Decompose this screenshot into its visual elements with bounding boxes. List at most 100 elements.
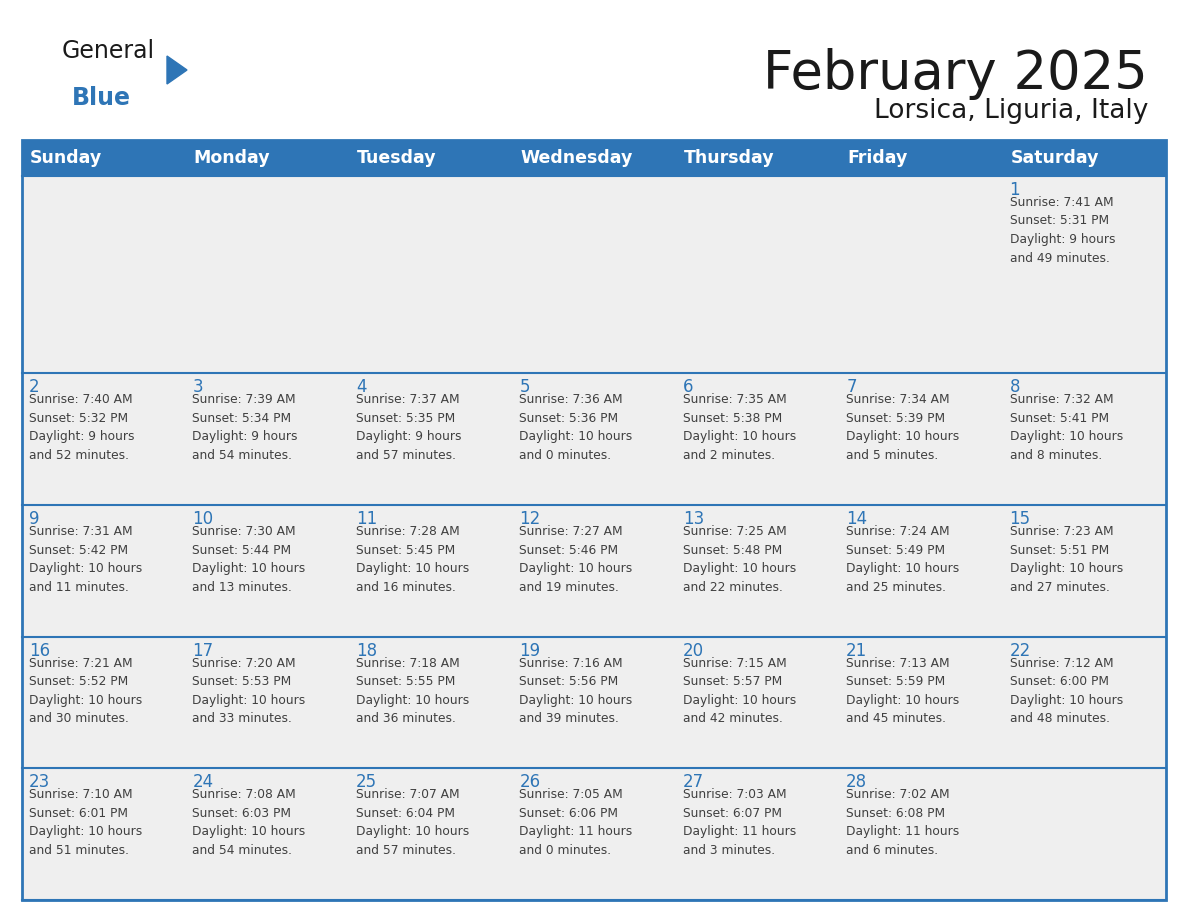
- Text: Monday: Monday: [194, 149, 270, 167]
- Bar: [512, 768, 676, 900]
- Text: Sunrise: 7:39 AM
Sunset: 5:34 PM
Daylight: 9 hours
and 54 minutes.: Sunrise: 7:39 AM Sunset: 5:34 PM Dayligh…: [192, 394, 298, 462]
- Text: Sunrise: 7:07 AM
Sunset: 6:04 PM
Daylight: 10 hours
and 57 minutes.: Sunrise: 7:07 AM Sunset: 6:04 PM Dayligh…: [356, 789, 469, 856]
- Text: 19: 19: [519, 642, 541, 660]
- Text: 17: 17: [192, 642, 214, 660]
- Bar: [349, 505, 512, 637]
- Bar: [23, 637, 185, 768]
- Text: 5: 5: [519, 378, 530, 397]
- Text: Blue: Blue: [72, 86, 131, 110]
- Text: 28: 28: [846, 773, 867, 791]
- Text: 25: 25: [356, 773, 377, 791]
- Bar: [512, 176, 676, 374]
- Text: Sunrise: 7:10 AM
Sunset: 6:01 PM
Daylight: 10 hours
and 51 minutes.: Sunrise: 7:10 AM Sunset: 6:01 PM Dayligh…: [29, 789, 143, 856]
- Text: Sunrise: 7:08 AM
Sunset: 6:03 PM
Daylight: 10 hours
and 54 minutes.: Sunrise: 7:08 AM Sunset: 6:03 PM Dayligh…: [192, 789, 305, 856]
- Text: Sunrise: 7:21 AM
Sunset: 5:52 PM
Daylight: 10 hours
and 30 minutes.: Sunrise: 7:21 AM Sunset: 5:52 PM Dayligh…: [29, 656, 143, 725]
- Text: Tuesday: Tuesday: [356, 149, 436, 167]
- Text: 21: 21: [846, 642, 867, 660]
- Text: Sunrise: 7:41 AM
Sunset: 5:31 PM
Daylight: 9 hours
and 49 minutes.: Sunrise: 7:41 AM Sunset: 5:31 PM Dayligh…: [1010, 196, 1116, 264]
- Text: Sunrise: 7:16 AM
Sunset: 5:56 PM
Daylight: 10 hours
and 39 minutes.: Sunrise: 7:16 AM Sunset: 5:56 PM Dayligh…: [519, 656, 632, 725]
- Text: General: General: [62, 39, 156, 63]
- Bar: [349, 768, 512, 900]
- Bar: [839, 637, 1003, 768]
- Text: 1: 1: [1010, 181, 1020, 199]
- Text: Sunrise: 7:18 AM
Sunset: 5:55 PM
Daylight: 10 hours
and 36 minutes.: Sunrise: 7:18 AM Sunset: 5:55 PM Dayligh…: [356, 656, 469, 725]
- Bar: [23, 768, 185, 900]
- Text: Sunrise: 7:24 AM
Sunset: 5:49 PM
Daylight: 10 hours
and 25 minutes.: Sunrise: 7:24 AM Sunset: 5:49 PM Dayligh…: [846, 525, 960, 594]
- Bar: [512, 637, 676, 768]
- Text: Sunrise: 7:12 AM
Sunset: 6:00 PM
Daylight: 10 hours
and 48 minutes.: Sunrise: 7:12 AM Sunset: 6:00 PM Dayligh…: [1010, 656, 1123, 725]
- Text: Sunrise: 7:37 AM
Sunset: 5:35 PM
Daylight: 9 hours
and 57 minutes.: Sunrise: 7:37 AM Sunset: 5:35 PM Dayligh…: [356, 394, 461, 462]
- Text: Saturday: Saturday: [1011, 149, 1099, 167]
- Bar: [1003, 768, 1165, 900]
- Text: Sunrise: 7:36 AM
Sunset: 5:36 PM
Daylight: 10 hours
and 0 minutes.: Sunrise: 7:36 AM Sunset: 5:36 PM Dayligh…: [519, 394, 632, 462]
- Text: Wednesday: Wednesday: [520, 149, 633, 167]
- Text: 4: 4: [356, 378, 366, 397]
- Text: Sunrise: 7:15 AM
Sunset: 5:57 PM
Daylight: 10 hours
and 42 minutes.: Sunrise: 7:15 AM Sunset: 5:57 PM Dayligh…: [683, 656, 796, 725]
- Text: 3: 3: [192, 378, 203, 397]
- Text: Sunrise: 7:05 AM
Sunset: 6:06 PM
Daylight: 11 hours
and 0 minutes.: Sunrise: 7:05 AM Sunset: 6:06 PM Dayligh…: [519, 789, 632, 856]
- Text: Friday: Friday: [847, 149, 908, 167]
- Bar: [1003, 505, 1165, 637]
- Bar: [676, 768, 839, 900]
- Text: Sunday: Sunday: [30, 149, 102, 167]
- Bar: [1003, 374, 1165, 505]
- Bar: [512, 505, 676, 637]
- Bar: [839, 176, 1003, 374]
- Bar: [185, 768, 349, 900]
- Text: 14: 14: [846, 510, 867, 528]
- Text: 22: 22: [1010, 642, 1031, 660]
- Text: 23: 23: [29, 773, 50, 791]
- Text: 12: 12: [519, 510, 541, 528]
- Bar: [23, 140, 1165, 176]
- Bar: [185, 505, 349, 637]
- Bar: [676, 637, 839, 768]
- Text: Thursday: Thursday: [684, 149, 775, 167]
- Text: 13: 13: [683, 510, 704, 528]
- Bar: [23, 505, 185, 637]
- Text: 18: 18: [356, 642, 377, 660]
- Text: Sunrise: 7:32 AM
Sunset: 5:41 PM
Daylight: 10 hours
and 8 minutes.: Sunrise: 7:32 AM Sunset: 5:41 PM Dayligh…: [1010, 394, 1123, 462]
- Text: Sunrise: 7:20 AM
Sunset: 5:53 PM
Daylight: 10 hours
and 33 minutes.: Sunrise: 7:20 AM Sunset: 5:53 PM Dayligh…: [192, 656, 305, 725]
- Text: Sunrise: 7:02 AM
Sunset: 6:08 PM
Daylight: 11 hours
and 6 minutes.: Sunrise: 7:02 AM Sunset: 6:08 PM Dayligh…: [846, 789, 960, 856]
- Text: February 2025: February 2025: [763, 48, 1148, 100]
- Bar: [349, 176, 512, 374]
- Bar: [23, 374, 185, 505]
- Text: 24: 24: [192, 773, 214, 791]
- Bar: [676, 176, 839, 374]
- Bar: [349, 374, 512, 505]
- Text: Lorsica, Liguria, Italy: Lorsica, Liguria, Italy: [873, 98, 1148, 124]
- Text: Sunrise: 7:30 AM
Sunset: 5:44 PM
Daylight: 10 hours
and 13 minutes.: Sunrise: 7:30 AM Sunset: 5:44 PM Dayligh…: [192, 525, 305, 594]
- Text: Sunrise: 7:03 AM
Sunset: 6:07 PM
Daylight: 11 hours
and 3 minutes.: Sunrise: 7:03 AM Sunset: 6:07 PM Dayligh…: [683, 789, 796, 856]
- Text: Sunrise: 7:13 AM
Sunset: 5:59 PM
Daylight: 10 hours
and 45 minutes.: Sunrise: 7:13 AM Sunset: 5:59 PM Dayligh…: [846, 656, 960, 725]
- Text: 20: 20: [683, 642, 703, 660]
- Text: 8: 8: [1010, 378, 1020, 397]
- Bar: [349, 637, 512, 768]
- Text: Sunrise: 7:35 AM
Sunset: 5:38 PM
Daylight: 10 hours
and 2 minutes.: Sunrise: 7:35 AM Sunset: 5:38 PM Dayligh…: [683, 394, 796, 462]
- Text: Sunrise: 7:25 AM
Sunset: 5:48 PM
Daylight: 10 hours
and 22 minutes.: Sunrise: 7:25 AM Sunset: 5:48 PM Dayligh…: [683, 525, 796, 594]
- Bar: [512, 374, 676, 505]
- Bar: [839, 505, 1003, 637]
- Bar: [1003, 176, 1165, 374]
- Text: 26: 26: [519, 773, 541, 791]
- Text: 15: 15: [1010, 510, 1031, 528]
- Text: Sunrise: 7:28 AM
Sunset: 5:45 PM
Daylight: 10 hours
and 16 minutes.: Sunrise: 7:28 AM Sunset: 5:45 PM Dayligh…: [356, 525, 469, 594]
- Bar: [185, 176, 349, 374]
- Text: 11: 11: [356, 510, 377, 528]
- Bar: [185, 637, 349, 768]
- Text: 16: 16: [29, 642, 50, 660]
- Bar: [23, 176, 185, 374]
- Bar: [23, 140, 1165, 900]
- Text: 7: 7: [846, 378, 857, 397]
- Text: 6: 6: [683, 378, 694, 397]
- Text: 10: 10: [192, 510, 214, 528]
- Bar: [1003, 637, 1165, 768]
- Text: Sunrise: 7:34 AM
Sunset: 5:39 PM
Daylight: 10 hours
and 5 minutes.: Sunrise: 7:34 AM Sunset: 5:39 PM Dayligh…: [846, 394, 960, 462]
- Text: 27: 27: [683, 773, 703, 791]
- Text: 9: 9: [29, 510, 39, 528]
- Bar: [676, 374, 839, 505]
- Text: Sunrise: 7:40 AM
Sunset: 5:32 PM
Daylight: 9 hours
and 52 minutes.: Sunrise: 7:40 AM Sunset: 5:32 PM Dayligh…: [29, 394, 134, 462]
- Text: 2: 2: [29, 378, 39, 397]
- Text: Sunrise: 7:23 AM
Sunset: 5:51 PM
Daylight: 10 hours
and 27 minutes.: Sunrise: 7:23 AM Sunset: 5:51 PM Dayligh…: [1010, 525, 1123, 594]
- Polygon shape: [168, 56, 187, 84]
- Text: Sunrise: 7:27 AM
Sunset: 5:46 PM
Daylight: 10 hours
and 19 minutes.: Sunrise: 7:27 AM Sunset: 5:46 PM Dayligh…: [519, 525, 632, 594]
